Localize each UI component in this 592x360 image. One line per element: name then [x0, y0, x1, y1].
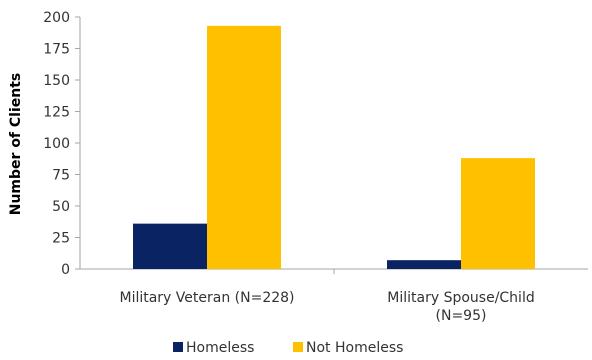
y-tick-label: 50 — [52, 199, 70, 215]
y-tick-label: 75 — [52, 168, 70, 184]
y-axis-ticks: 0 25 50 75 100 125 150 175 200 — [43, 10, 80, 278]
legend-label-homeless: Homeless — [186, 340, 254, 356]
y-tick-label: 200 — [43, 10, 70, 26]
y-tick-label: 25 — [52, 231, 70, 247]
x-category-label-line: (N=95) — [436, 308, 487, 324]
bar-not-homeless — [207, 25, 281, 269]
y-tick-label: 125 — [43, 105, 70, 121]
y-axis-title-group: Number of Clients — [8, 73, 24, 216]
bar-not-homeless — [461, 158, 535, 269]
bars — [133, 25, 535, 269]
y-tick-label: 175 — [43, 42, 70, 58]
legend-swatch-homeless — [173, 342, 183, 352]
y-axis-title: Number of Clients — [8, 73, 24, 216]
y-tick-label: 150 — [43, 73, 70, 89]
y-tick-label: 100 — [43, 136, 70, 152]
x-category-label: Military Veteran (N=228) — [119, 290, 294, 306]
legend-swatch-not-homeless — [293, 342, 303, 352]
y-tick-label: 0 — [61, 262, 70, 278]
bar-homeless — [387, 260, 461, 269]
x-axis-category-labels: Military Veteran (N=228) Military Spouse/… — [119, 290, 534, 324]
x-category-label: Military Spouse/Child (N=95) — [387, 290, 534, 324]
legend: Homeless Not Homeless — [173, 340, 403, 356]
x-category-label-line: Military Veteran (N=228) — [119, 290, 294, 306]
x-category-label-line: Military Spouse/Child — [387, 290, 534, 306]
legend-label-not-homeless: Not Homeless — [306, 340, 403, 356]
bar-homeless — [133, 223, 207, 269]
